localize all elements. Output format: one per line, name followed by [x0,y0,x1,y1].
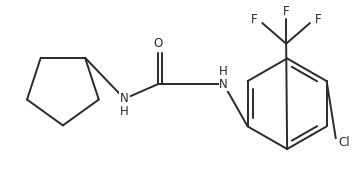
Text: N: N [120,92,129,105]
Text: H: H [120,105,129,118]
Text: H: H [219,65,228,78]
Text: F: F [283,5,289,18]
Text: N: N [219,78,228,91]
Text: Cl: Cl [338,136,350,149]
Text: F: F [251,13,258,26]
Text: O: O [153,37,163,50]
Text: F: F [315,13,321,26]
